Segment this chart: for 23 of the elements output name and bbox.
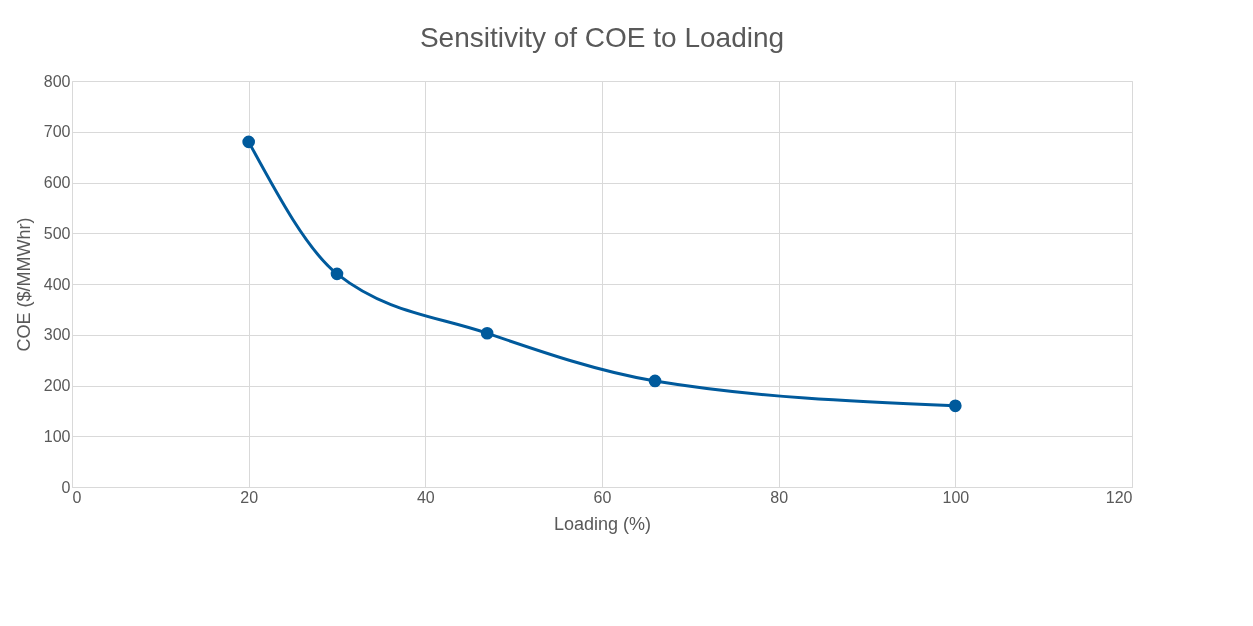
x-tick-label: 120 [1105,488,1133,506]
y-tick-label: 600 [43,174,71,191]
y-tick-label: 500 [43,224,71,242]
y-tick-label: 200 [43,377,71,394]
y-tick-label: 800 [43,72,71,90]
x-tick-label: 100 [942,488,970,506]
y-tick-label: 700 [43,123,71,141]
y-tick-label: 100 [43,427,71,445]
x-tick-label: 40 [416,488,435,506]
point [480,326,494,340]
chart-title: Sensitivity of COE to Loading [419,22,785,53]
x-tick-label: 0 [72,488,82,506]
y-tick-label: 300 [43,326,71,344]
point [949,399,962,413]
x-tick-label: 60 [593,488,612,506]
x-axis-title: Loading (%) [553,513,652,534]
point [330,267,344,281]
point [648,374,662,388]
y-tick-label: 400 [43,275,71,293]
x-tick-label: 80 [770,488,789,506]
point [242,135,255,149]
x-tick-label: 20 [240,488,259,506]
y-axis-title: COE ($/MMWhr) [13,217,34,352]
